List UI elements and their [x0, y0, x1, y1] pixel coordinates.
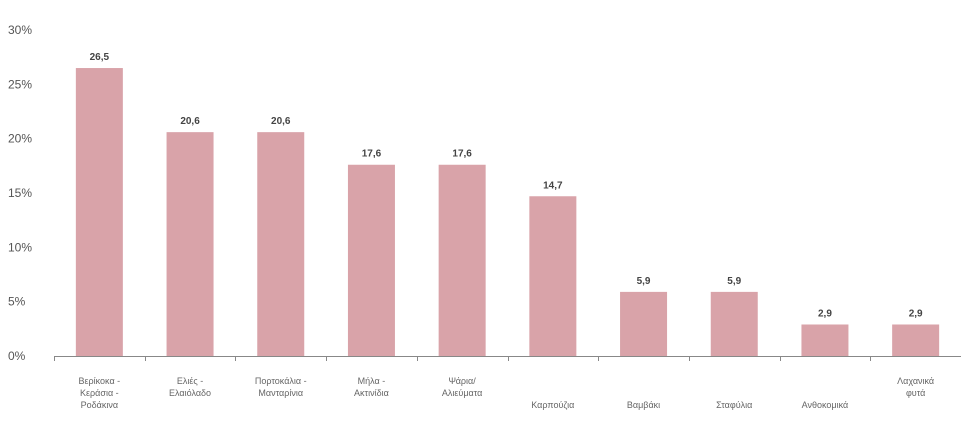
category-label: Βαμβάκι [627, 400, 660, 410]
data-label: 20,6 [180, 116, 200, 127]
bar [710, 291, 758, 356]
data-label: 2,9 [818, 308, 832, 319]
category-label: Ψάρια/Αλιεύματα [442, 376, 482, 398]
bar [438, 164, 486, 356]
data-label: 2,9 [909, 308, 923, 319]
bar [529, 196, 577, 356]
x-axis [54, 356, 961, 361]
category-label: Βερίκοκα -Κεράσια -Ροδάκινα [79, 376, 121, 410]
category-label: Καρπούζια [531, 400, 574, 410]
bar [75, 68, 123, 357]
data-label: 26,5 [90, 52, 110, 63]
y-tick-label: 5% [8, 295, 26, 309]
data-label: 14,7 [543, 180, 563, 191]
category-labels: Βερίκοκα -Κεράσια -Ροδάκινα Ελιές -Ελαιόλ… [79, 376, 935, 410]
category-label: Ανθοκομικά [802, 400, 849, 410]
category-label: Πορτοκάλια -Μανταρίνια [255, 376, 307, 398]
data-label: 5,9 [727, 276, 741, 287]
category-label: Μήλα -Ακτινίδια [354, 376, 389, 398]
bar [892, 324, 940, 356]
category-label: Σταφύλια [716, 400, 752, 410]
category-label: Ελιές -Ελαιόλαδο [169, 376, 211, 398]
bar [620, 291, 668, 356]
data-label: 17,6 [452, 149, 472, 160]
bar [257, 132, 305, 356]
y-tick-label: 10% [8, 240, 32, 254]
data-label: 17,6 [362, 149, 382, 160]
category-label: Λαχανικά φυτά [897, 376, 934, 398]
data-label: 5,9 [637, 276, 651, 287]
bar [347, 164, 395, 356]
data-label: 20,6 [271, 116, 291, 127]
y-axis: 0% 5% 10% 15% 20% 25% 30% [8, 23, 32, 363]
y-tick-label: 30% [8, 23, 32, 37]
bars [75, 68, 940, 357]
y-tick-label: 25% [8, 77, 32, 91]
value-labels: 26,5 20,6 20,6 17,6 17,6 14,7 5,9 5,9 2,9 2,9 [90, 52, 923, 319]
y-tick-label: 20% [8, 132, 32, 146]
y-tick-label: 15% [8, 186, 32, 200]
bar [801, 324, 849, 356]
y-tick-label: 0% [8, 349, 26, 363]
bar [166, 132, 214, 356]
